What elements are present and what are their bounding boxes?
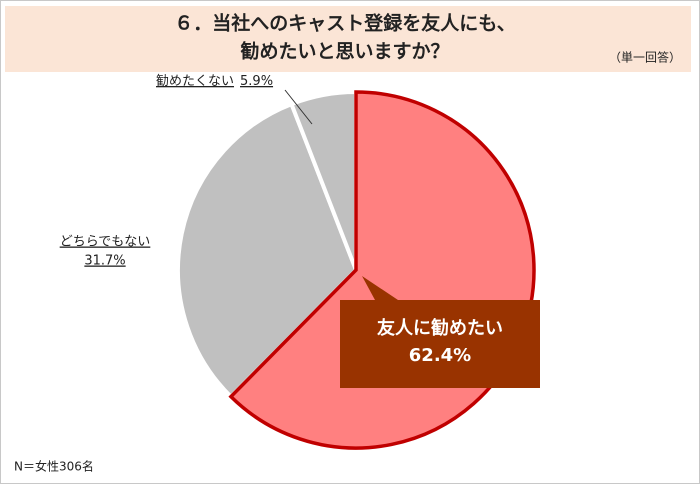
value-label: 31.7% [84, 254, 125, 269]
note: N＝女性306名 [14, 459, 94, 474]
category-label: 友人に勧めたい [377, 317, 503, 339]
category-label: 勧めたくない [156, 73, 234, 89]
chart-title: ６．当社へのキャスト登録を友人にも、 [174, 12, 515, 35]
value-label: 5.9% [240, 74, 273, 89]
title-band [5, 6, 691, 72]
labels: 友人に勧めたい 62.4% どちらでもない 31.7% 勧めたくない 5.9% [60, 73, 540, 388]
pie-slice [176, 101, 359, 400]
leader-line [284, 89, 313, 125]
subtitle: （単一回答） [609, 50, 681, 65]
chart-title: 勧めたいと思いますか？ [239, 40, 449, 63]
value-label: 62.4% [409, 345, 471, 366]
pie [176, 89, 536, 450]
category-label: どちらでもない [60, 235, 151, 250]
slice-label: 勧めたくない 5.9% [156, 73, 273, 89]
callout [340, 276, 540, 388]
